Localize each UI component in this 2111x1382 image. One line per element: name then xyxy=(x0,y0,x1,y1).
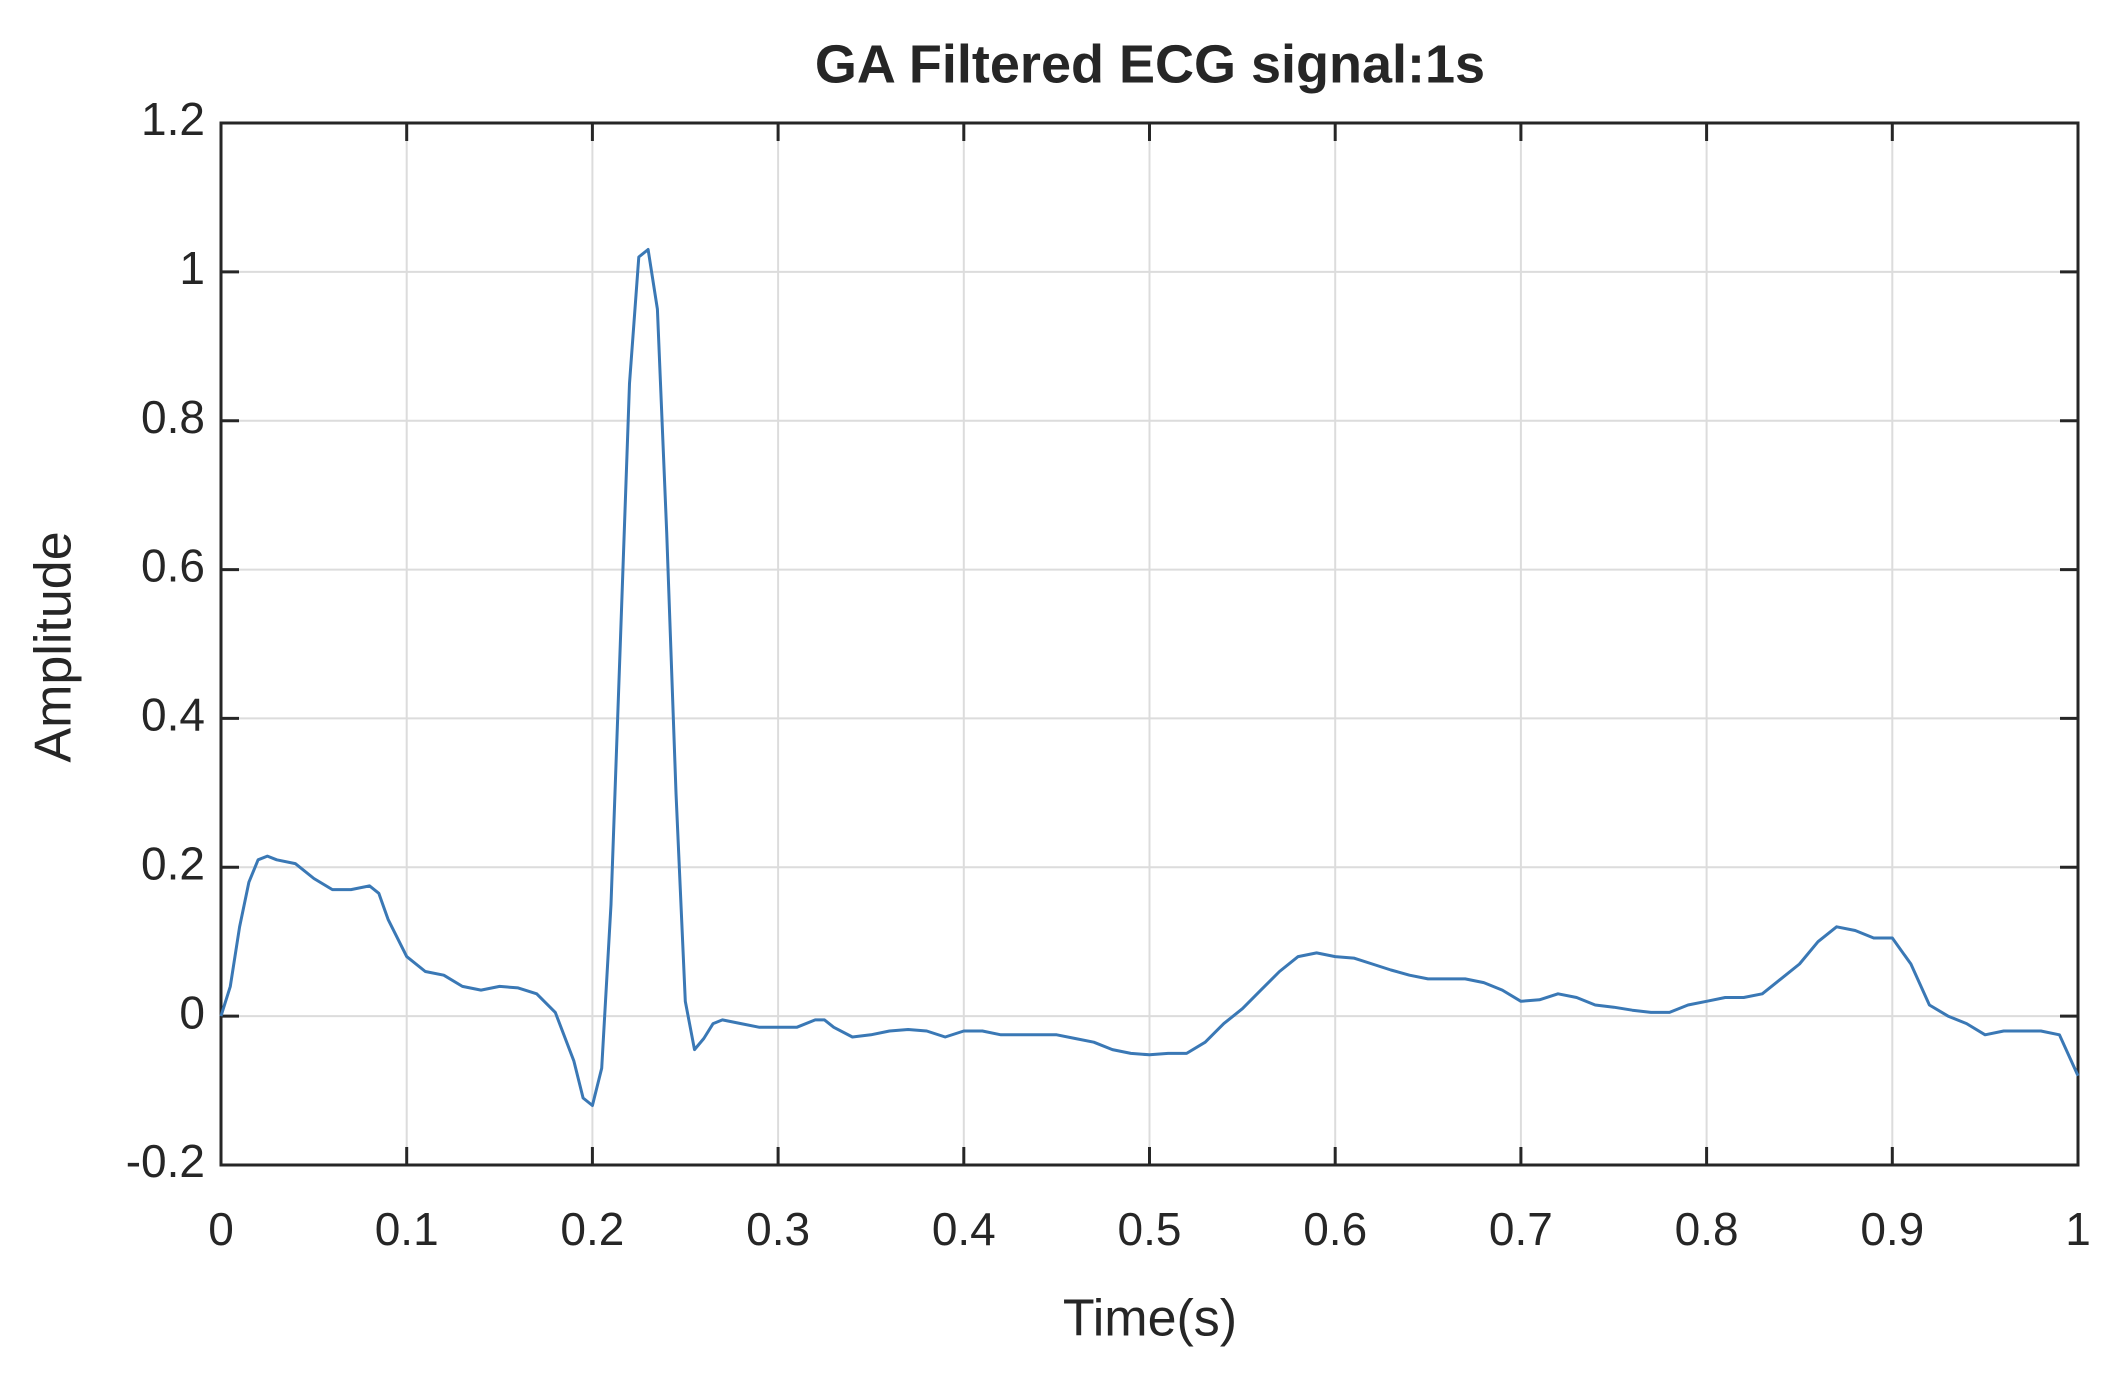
y-tick-label: 0.6 xyxy=(141,540,205,592)
y-tick-label: 1 xyxy=(179,242,205,294)
x-tick-label: 0.7 xyxy=(1489,1203,1553,1255)
y-tick-label: 0.2 xyxy=(141,837,205,889)
x-tick-label: 0.1 xyxy=(375,1203,439,1255)
y-tick-label: 0 xyxy=(179,986,205,1038)
x-tick-label: 0.6 xyxy=(1303,1203,1367,1255)
y-tick-label: 0.4 xyxy=(141,689,205,741)
y-axis-label: Amplitude xyxy=(25,531,83,762)
y-tick-label: 0.8 xyxy=(141,391,205,443)
x-tick-label: 0.3 xyxy=(746,1203,810,1255)
y-tick-label: 1.2 xyxy=(141,93,205,145)
x-tick-label: 1 xyxy=(2065,1203,2091,1255)
plot-frame xyxy=(219,121,2080,1167)
x-axis-label: Time(s) xyxy=(1063,1290,1237,1348)
x-tick-label: 0.2 xyxy=(560,1203,624,1255)
signal-line xyxy=(219,248,2080,1107)
x-tick-label: 0 xyxy=(208,1203,234,1255)
chart-title: GA Filtered ECG signal:1s xyxy=(815,34,1485,94)
x-tick-label: 0.9 xyxy=(1860,1203,1924,1255)
x-tick-label: 0.5 xyxy=(1118,1203,1182,1255)
x-tick-label: 0.8 xyxy=(1675,1203,1739,1255)
x-tick-label: 0.4 xyxy=(932,1203,996,1255)
y-tick-label: -0.2 xyxy=(126,1135,205,1187)
